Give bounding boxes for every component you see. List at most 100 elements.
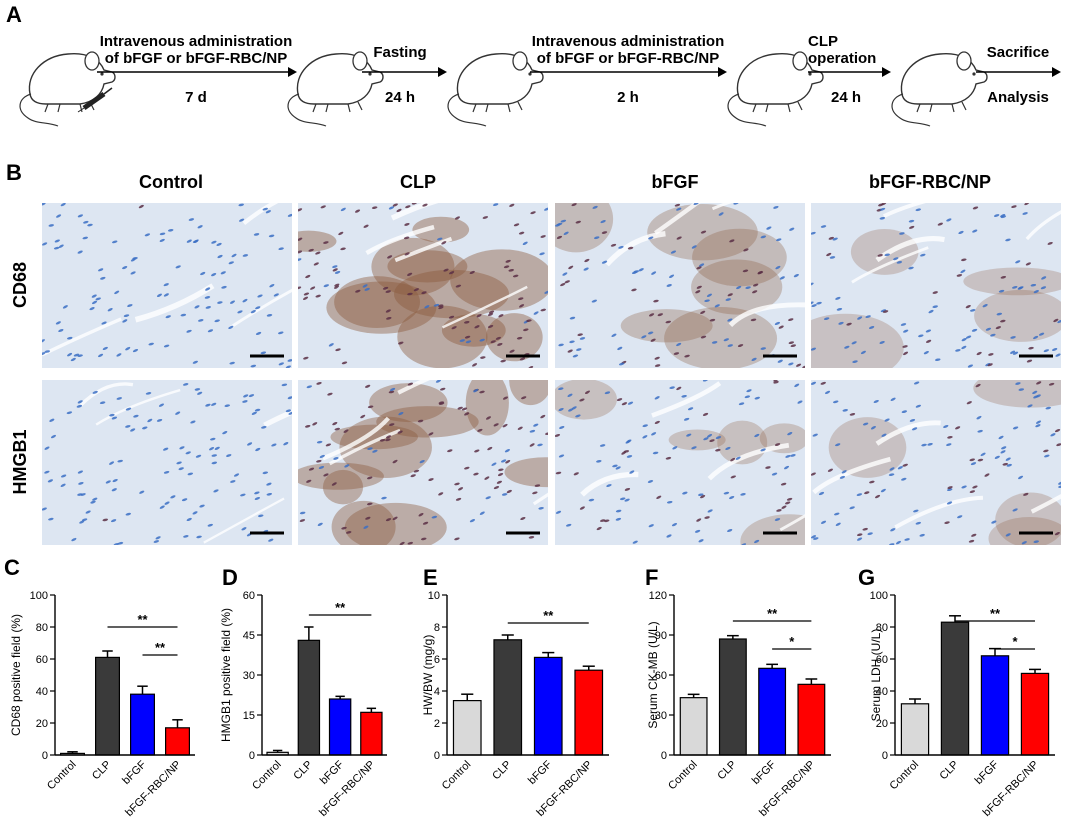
nucleus [870, 425, 876, 430]
nucleus [993, 214, 1000, 217]
nucleus [534, 484, 541, 487]
nucleus [105, 480, 111, 484]
nucleus [229, 361, 235, 365]
y-tick-label: 15 [243, 710, 255, 722]
nucleus [775, 265, 781, 270]
nucleus [860, 350, 866, 355]
nucleus [237, 310, 243, 314]
nucleus [1006, 463, 1012, 467]
nucleus [214, 319, 220, 323]
nucleus [1033, 335, 1039, 340]
nucleus [464, 466, 470, 470]
nucleus [994, 455, 1000, 459]
nucleus [495, 336, 501, 340]
fiber-gap [365, 224, 435, 255]
nucleus [776, 238, 782, 242]
nucleus [142, 426, 148, 430]
nucleus [965, 335, 972, 339]
nucleus [366, 502, 373, 506]
nucleus [305, 274, 311, 279]
nucleus [875, 494, 881, 499]
nucleus [987, 363, 993, 367]
nucleus [642, 424, 648, 428]
nucleus [204, 296, 211, 299]
nucleus [367, 405, 374, 409]
nucleus [278, 331, 284, 335]
nucleus [1043, 449, 1049, 453]
nucleus [92, 390, 98, 394]
fiber-gap [394, 236, 453, 263]
stain-patch [555, 203, 614, 253]
nucleus [364, 287, 370, 291]
nucleus [899, 232, 905, 235]
nucleus [1002, 462, 1008, 466]
nucleus [112, 240, 118, 244]
nucleus [743, 248, 749, 252]
nucleus [334, 285, 340, 289]
nucleus [99, 401, 106, 405]
nucleus [1035, 424, 1041, 428]
fiber-gap [1025, 210, 1061, 241]
nucleus [666, 500, 673, 504]
nucleus [487, 312, 494, 317]
nucleus [555, 471, 562, 475]
nucleus [318, 465, 325, 469]
y-tick-label: 8 [434, 622, 440, 634]
tissue-background [811, 203, 1061, 368]
nucleus [879, 341, 885, 344]
nucleus [89, 307, 95, 311]
fiber-gap [442, 285, 528, 329]
nucleus [932, 305, 938, 308]
y-tick-label: 0 [434, 750, 440, 762]
nucleus [424, 305, 430, 309]
nucleus [967, 364, 974, 368]
nucleus [1022, 212, 1028, 215]
panel-letter: G [858, 565, 875, 590]
nucleus [704, 516, 710, 519]
nucleus [766, 226, 772, 230]
nucleus [211, 454, 218, 457]
significance-label: ** [155, 640, 166, 655]
nucleus [980, 452, 986, 457]
nucleus [181, 498, 188, 502]
nucleus [735, 456, 741, 460]
nucleus [420, 537, 427, 541]
nucleus [932, 291, 938, 294]
nucleus [228, 325, 234, 330]
nucleus [87, 223, 93, 227]
panel-letter: D [222, 565, 238, 590]
nucleus [255, 331, 262, 335]
nucleus [509, 349, 515, 353]
nucleus [518, 297, 524, 301]
nucleus [304, 424, 311, 428]
nucleus [345, 531, 352, 534]
nucleus [1012, 286, 1018, 289]
bar-bfgf-rbc-np [574, 669, 604, 756]
nucleus [100, 276, 106, 280]
stain-patch [509, 380, 548, 406]
micrograph-grid [42, 203, 1061, 545]
nucleus [205, 306, 211, 309]
stain-patch [828, 417, 907, 478]
nucleus [903, 351, 909, 356]
stain-patch [339, 416, 432, 478]
nucleus [221, 285, 227, 289]
nucleus [881, 203, 887, 206]
nucleus [505, 259, 511, 263]
mouse-icon [19, 51, 116, 127]
fiber-gap [654, 203, 701, 235]
nucleus [163, 344, 170, 348]
nucleus [839, 475, 846, 479]
nucleus [696, 266, 702, 270]
panel-b: B Control CLP bFGF bFGF-RBC/NP CD68 HMGB… [6, 160, 1061, 545]
nucleus [647, 480, 654, 483]
x-tick-label: bFGF [120, 758, 149, 787]
nucleus [774, 321, 781, 326]
nucleus [890, 528, 896, 532]
nucleus [312, 422, 318, 426]
nucleus [101, 321, 107, 325]
nucleus [627, 401, 634, 405]
nucleus [341, 361, 348, 365]
